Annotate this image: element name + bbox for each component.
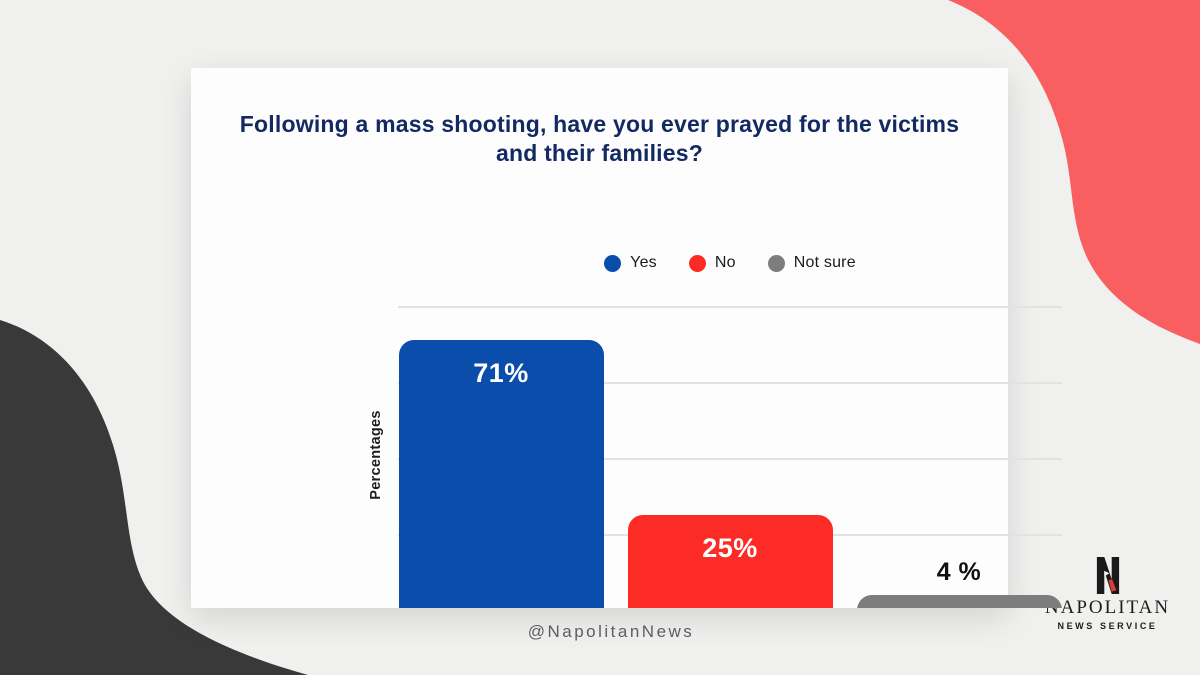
brand-monogram-icon [1096,557,1119,594]
bar-value-label-no: 25% [702,533,758,563]
brand-tagline: NEWS SERVICE [1057,621,1158,631]
bar-yes: 71% [398,340,604,608]
brand-logo: NAPOLITAN NEWS SERVICE [1035,557,1180,631]
gridline-80pct [398,306,1062,308]
legend-dot-icon-not-sure [767,254,785,272]
bar-chart-plot-area: Yes No Not sure 71% 25% 4 % [398,68,1062,608]
brand-red-slash [1107,579,1116,592]
legend-label-yes: Yes [630,254,657,271]
legend-label-no: No [714,254,736,271]
bar-no: 25% [627,515,833,608]
gridline-40pct [398,458,1062,460]
brand-name: NAPOLITAN [1044,597,1171,618]
legend-item-yes: Yes [604,254,657,272]
chart-legend: Yes No Not sure [398,254,1062,272]
chart-title: Following a mass shooting, have you ever… [239,111,960,166]
y-axis-label: Percentages [368,410,384,500]
social-handle: @NapolitanNews [527,622,695,641]
legend-label-not-sure: Not sure [793,254,856,271]
legend-dot-icon-yes [604,254,622,272]
legend-item-no: No [688,254,736,272]
bar-not-sure [856,594,1062,608]
legend-dot-icon-no [688,254,706,272]
legend-item-not-sure: Not sure [767,254,856,272]
bar-value-label-not-sure: 4 % [936,557,982,586]
gridline-60pct [398,382,1062,384]
brand-eagle-beak [1103,570,1109,577]
bar-value-label-yes: 71% [473,358,529,389]
